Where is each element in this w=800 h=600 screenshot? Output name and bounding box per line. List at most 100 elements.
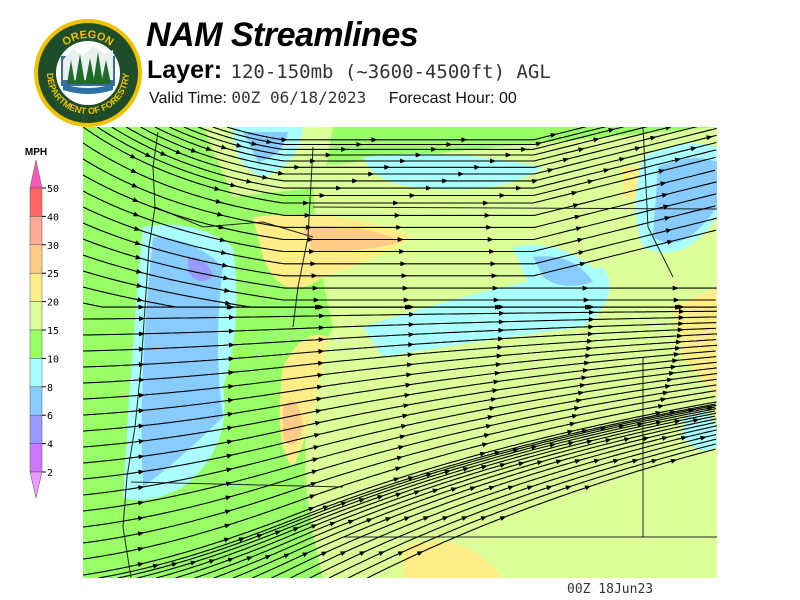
- streamline-arrow: [341, 146, 348, 152]
- streamline-arrow: [651, 458, 658, 464]
- streamline-arrow: [310, 158, 317, 164]
- streamline-arrow: [313, 297, 320, 303]
- forecast-hour-label: Forecast Hour:: [388, 90, 495, 107]
- streamline-arrow: [547, 168, 554, 173]
- streamline-arrow: [486, 224, 493, 230]
- streamline-arrow: [236, 142, 243, 148]
- streamline-arrow: [678, 321, 685, 327]
- legend-tick-label: 2: [47, 468, 53, 479]
- streamline: [83, 302, 717, 308]
- streamline-arrow: [426, 185, 432, 191]
- streamline-arrow: [495, 362, 502, 368]
- streamline-arrow: [137, 500, 145, 506]
- streamline-arrow: [274, 530, 282, 536]
- streamline-arrow: [396, 455, 404, 461]
- streamline-arrow: [132, 197, 139, 202]
- coastline: [122, 131, 159, 578]
- streamline-arrow: [535, 141, 543, 147]
- streamline-arrow: [205, 146, 213, 152]
- streamline: [156, 408, 717, 578]
- streamline-arrow: [618, 424, 625, 430]
- streamline-arrow: [238, 537, 245, 543]
- streamline-arrow: [138, 362, 145, 368]
- streamline-arrow: [408, 322, 415, 328]
- streamline-arrow: [385, 517, 392, 522]
- streamline-arrow: [575, 226, 583, 232]
- wind-speed-region: [243, 132, 288, 162]
- wa-or-border: [154, 206, 314, 238]
- streamline-arrow: [306, 224, 313, 230]
- streamline-arrow: [550, 133, 557, 138]
- streamline-arrow: [406, 362, 414, 368]
- streamline-arrow: [314, 420, 322, 426]
- streamline-arrow: [408, 342, 415, 348]
- wind-speed-region: [653, 158, 717, 243]
- streamline-arrow: [642, 436, 650, 442]
- streamline-arrow: [131, 182, 138, 188]
- streamline-arrow: [228, 328, 235, 334]
- streamline-arrow: [693, 418, 700, 423]
- streamline-arrow: [674, 157, 682, 163]
- streamline-arrow: [581, 375, 588, 381]
- streamline-arrow: [403, 403, 410, 409]
- streamline: [117, 404, 717, 578]
- streamline-arrow: [676, 333, 683, 339]
- streamline-arrow: [145, 152, 152, 158]
- streamline-arrow: [442, 178, 449, 184]
- streamline-arrow: [579, 383, 586, 389]
- svg-text:OREGON: OREGON: [60, 29, 115, 49]
- streamline-arrow: [251, 140, 258, 146]
- streamline-arrow: [586, 439, 593, 445]
- layer-value: 120-150mb (~3600-4500ft) AGL: [230, 61, 551, 83]
- streamline-arrow: [481, 442, 489, 448]
- streamlines: [83, 127, 717, 578]
- streamline-arrow: [499, 193, 506, 198]
- streamline-arrow: [218, 224, 225, 230]
- streamline: [83, 158, 717, 228]
- streamline-arrow: [138, 377, 145, 383]
- streamline-arrow: [469, 486, 477, 492]
- streamline-arrow: [657, 404, 665, 409]
- streamline-arrow: [311, 273, 318, 279]
- streamline-arrow: [462, 467, 470, 472]
- streamline-arrow: [577, 237, 584, 243]
- streamline-arrow: [665, 127, 672, 131]
- streamline-arrow: [336, 185, 342, 191]
- streamline-arrow: [492, 388, 499, 394]
- streamline-arrow: [220, 144, 228, 150]
- streamline-arrow: [160, 150, 167, 156]
- streamline-arrow: [660, 397, 667, 403]
- streamline-arrow: [655, 410, 662, 416]
- streamline-arrow: [487, 415, 494, 420]
- timestamp-footer: 00Z 18Jun23: [567, 582, 654, 597]
- streamline-arrow: [228, 356, 235, 362]
- streamline-arrow: [136, 283, 143, 288]
- legend-arrow-top: [29, 159, 43, 189]
- streamline-arrow: [264, 555, 272, 560]
- streamline-arrow: [663, 204, 670, 210]
- streamline-arrow: [308, 506, 315, 512]
- streamline-arrow: [395, 492, 402, 498]
- streamline-arrow: [407, 476, 415, 481]
- streamline: [213, 415, 716, 578]
- streamline: [83, 378, 717, 512]
- streamline-arrow: [409, 193, 416, 198]
- streamline-arrow: [660, 181, 667, 187]
- streamline: [212, 127, 607, 146]
- streamline: [175, 410, 716, 578]
- streamline-arrow: [329, 521, 336, 527]
- streamline-arrow: [632, 458, 639, 464]
- streamline-arrow: [413, 490, 421, 496]
- streamline-arrow: [426, 472, 433, 478]
- streamline-arrow: [138, 392, 145, 398]
- streamline-arrow: [664, 216, 671, 221]
- streamline: [83, 238, 717, 289]
- streamline-arrow: [138, 454, 145, 460]
- streamline-arrow: [394, 212, 401, 218]
- streamline-arrow: [403, 297, 410, 303]
- streamline-arrow: [666, 377, 674, 383]
- oregon-department-of-forestry-logo: OREGON DEPARTMENT OF FORESTRY: [34, 19, 142, 127]
- streamline-arrow: [496, 353, 503, 359]
- streamline-arrow: [546, 485, 553, 491]
- streamline-arrow: [262, 174, 269, 180]
